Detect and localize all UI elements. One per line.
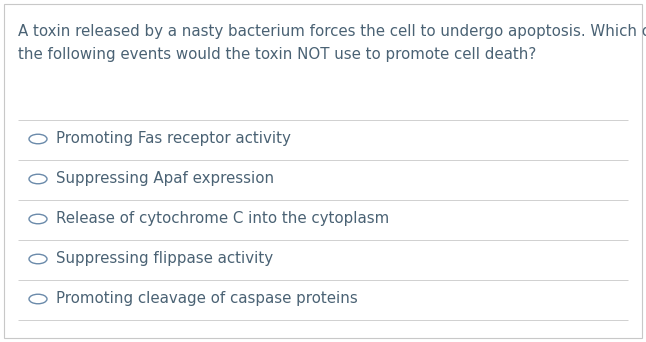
Text: Promoting Fas receptor activity: Promoting Fas receptor activity [56,132,291,146]
Text: Suppressing flippase activity: Suppressing flippase activity [56,251,273,266]
FancyBboxPatch shape [4,4,642,338]
Text: A toxin released by a nasty bacterium forces the cell to undergo apoptosis. Whic: A toxin released by a nasty bacterium fo… [18,24,646,62]
Text: Suppressing Apaf expression: Suppressing Apaf expression [56,171,274,186]
Text: Release of cytochrome C into the cytoplasm: Release of cytochrome C into the cytopla… [56,211,390,226]
Text: Promoting cleavage of caspase proteins: Promoting cleavage of caspase proteins [56,291,358,306]
